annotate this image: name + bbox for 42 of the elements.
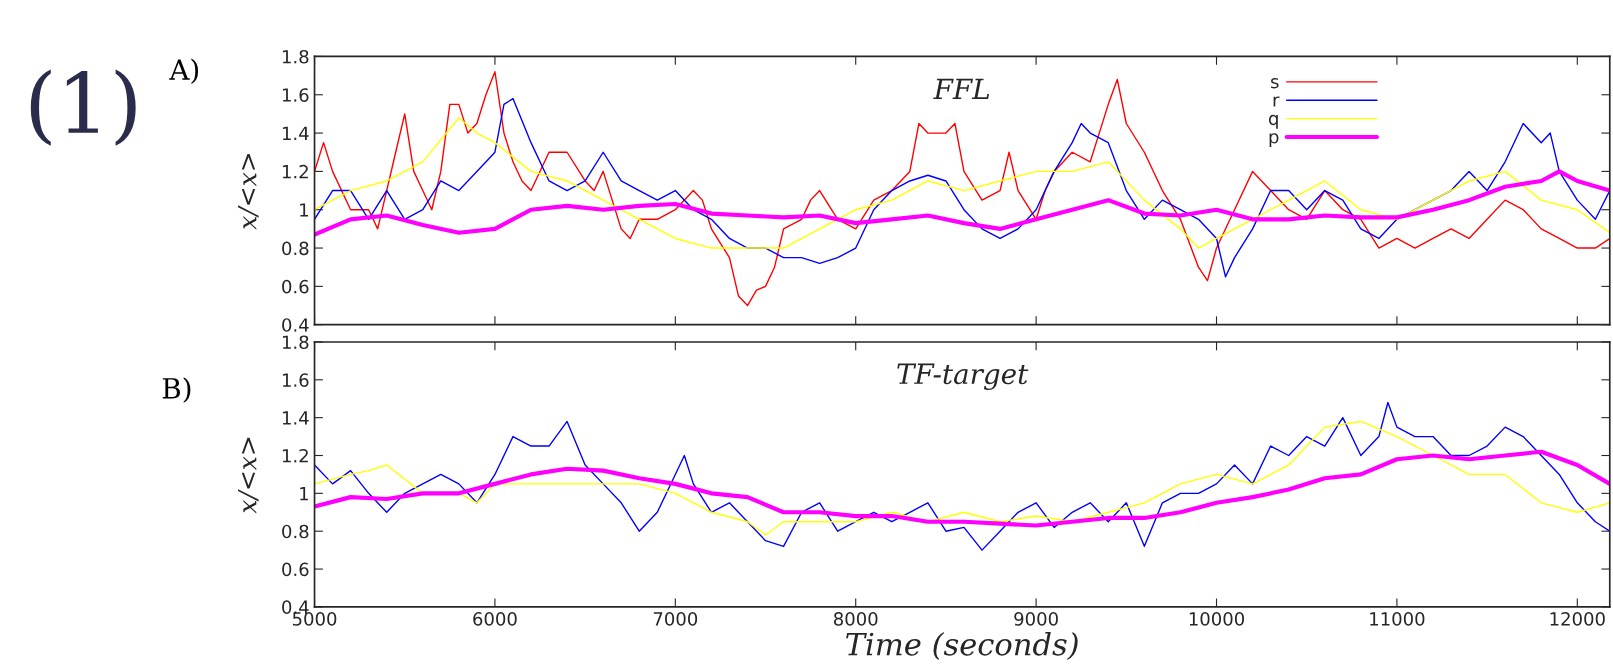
x-tick-label: 6000 [473,612,517,626]
y-tick-label: 1.4 [282,411,309,425]
y-tick-label: 1.8 [282,49,309,64]
y-tick-label: 1.4 [282,126,309,140]
x-tick-label: 8000 [833,612,878,626]
x-tick-label: 5000 [292,612,337,626]
y-tick-label: 1 [300,203,309,217]
y-tick-label: 1.6 [282,88,309,102]
text: (1) [30,69,136,146]
y-tick-label: 1 [300,487,309,501]
y-tick-label: 0.8 [282,241,309,256]
legend-label: r [1273,96,1280,107]
y-tick-label: 0.8 [282,524,309,539]
line-series [314,449,1610,528]
x-tick-label: 12000 [1550,612,1605,626]
line-series [314,420,1610,536]
y-tick-label: 0.6 [282,562,309,577]
y-tick-label: 1.2 [282,448,308,463]
x-tick-label: 7000 [653,612,698,626]
text: A) [169,58,199,85]
x-tick-label: 10000 [1189,612,1245,626]
x-tick-label: 9000 [1014,612,1058,626]
line-series [314,401,1610,551]
y-tick-label: 1.6 [282,373,309,387]
text: TF-target [897,363,1029,391]
text: FFL [933,78,990,100]
y-tick-label: 0.4 [282,318,309,332]
y-tick-label: 0.4 [282,600,309,615]
legend-label: p [1269,133,1279,148]
y-axis-title: x/<x> [238,153,259,230]
legend-label: q [1268,114,1278,129]
text: B) [162,377,191,403]
line-series [314,97,1610,278]
y-axis-title: x/<x> [238,437,259,514]
x-axis-title: Time (seconds) [846,632,1078,660]
line-series [314,169,1610,237]
line-series [314,71,1610,307]
x-tick-label: 11000 [1370,612,1425,626]
legend-label: s [1271,78,1279,89]
y-tick-label: 0.6 [282,279,309,294]
y-tick-label: 1.2 [282,164,308,179]
y-tick-label: 1.8 [282,335,309,350]
